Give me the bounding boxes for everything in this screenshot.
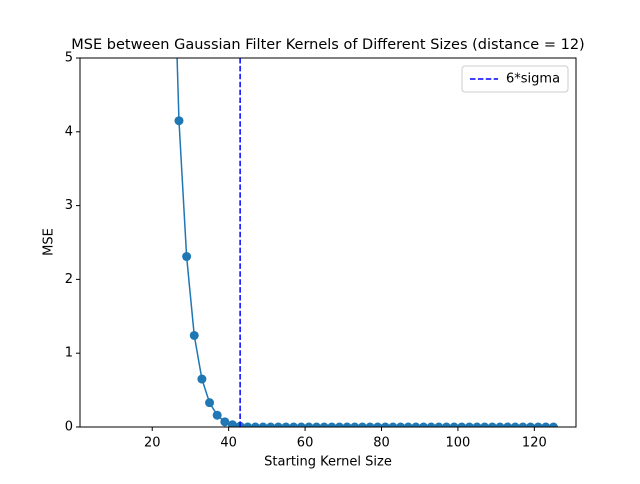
data-point xyxy=(403,422,413,427)
axes-frame xyxy=(79,57,577,428)
data-point xyxy=(197,374,207,384)
data-point xyxy=(296,422,306,427)
data-point xyxy=(258,422,268,427)
data-point xyxy=(449,422,459,427)
legend-box xyxy=(461,65,569,93)
data-point xyxy=(342,422,352,427)
data-point xyxy=(266,422,276,427)
data-point xyxy=(518,422,528,427)
data-point xyxy=(533,422,543,427)
data-point xyxy=(205,398,215,408)
data-point xyxy=(357,422,367,427)
y-tick-label: 3 xyxy=(65,198,73,213)
x-tick-label: 60 xyxy=(297,436,314,451)
legend-label: 6*sigma xyxy=(506,72,560,87)
y-tick-label: 0 xyxy=(65,420,73,435)
data-point xyxy=(388,422,398,427)
data-point xyxy=(319,422,329,427)
data-point xyxy=(304,422,314,427)
data-point xyxy=(526,422,536,427)
data-point xyxy=(182,252,192,262)
data-point xyxy=(350,422,360,427)
data-point xyxy=(220,417,230,427)
data-point xyxy=(312,422,322,427)
data-point xyxy=(441,422,451,427)
data-point xyxy=(457,422,467,427)
series-line xyxy=(176,58,554,427)
data-point xyxy=(487,422,497,427)
data-point xyxy=(464,422,474,427)
data-point xyxy=(189,330,199,340)
data-point xyxy=(419,422,429,427)
y-tick-label: 1 xyxy=(65,346,73,361)
x-axis-label: Starting Kernel Size xyxy=(264,455,392,470)
data-point xyxy=(365,422,375,427)
data-point xyxy=(548,422,558,427)
data-point xyxy=(174,116,184,126)
data-point xyxy=(250,422,260,427)
data-point xyxy=(227,420,237,427)
data-point xyxy=(273,422,283,427)
x-tick-label: 100 xyxy=(446,436,471,451)
data-point xyxy=(541,422,551,427)
data-point xyxy=(212,410,222,420)
data-point xyxy=(480,422,490,427)
y-axis-label: MSE xyxy=(42,228,57,256)
data-point xyxy=(327,422,337,427)
data-point xyxy=(411,422,421,427)
data-point xyxy=(334,422,344,427)
data-point xyxy=(503,422,513,427)
data-point xyxy=(373,422,383,427)
data-point xyxy=(289,422,299,427)
data-point xyxy=(426,422,436,427)
x-tick-label: 20 xyxy=(144,436,161,451)
y-tick-label: 4 xyxy=(65,124,73,139)
chart-title: MSE between Gaussian Filter Kernels of D… xyxy=(71,37,584,53)
data-point xyxy=(380,422,390,427)
data-point xyxy=(281,422,291,427)
x-tick-label: 80 xyxy=(373,436,390,451)
x-tick-label: 40 xyxy=(220,436,237,451)
data-point xyxy=(510,422,520,427)
data-point xyxy=(243,422,253,427)
data-point xyxy=(472,422,482,427)
data-point xyxy=(495,422,505,427)
x-tick-label: 120 xyxy=(522,436,547,451)
data-point xyxy=(396,422,406,427)
y-tick-label: 2 xyxy=(65,272,73,287)
y-tick-label: 5 xyxy=(65,51,73,66)
data-point xyxy=(434,422,444,427)
plot-area xyxy=(174,58,558,427)
